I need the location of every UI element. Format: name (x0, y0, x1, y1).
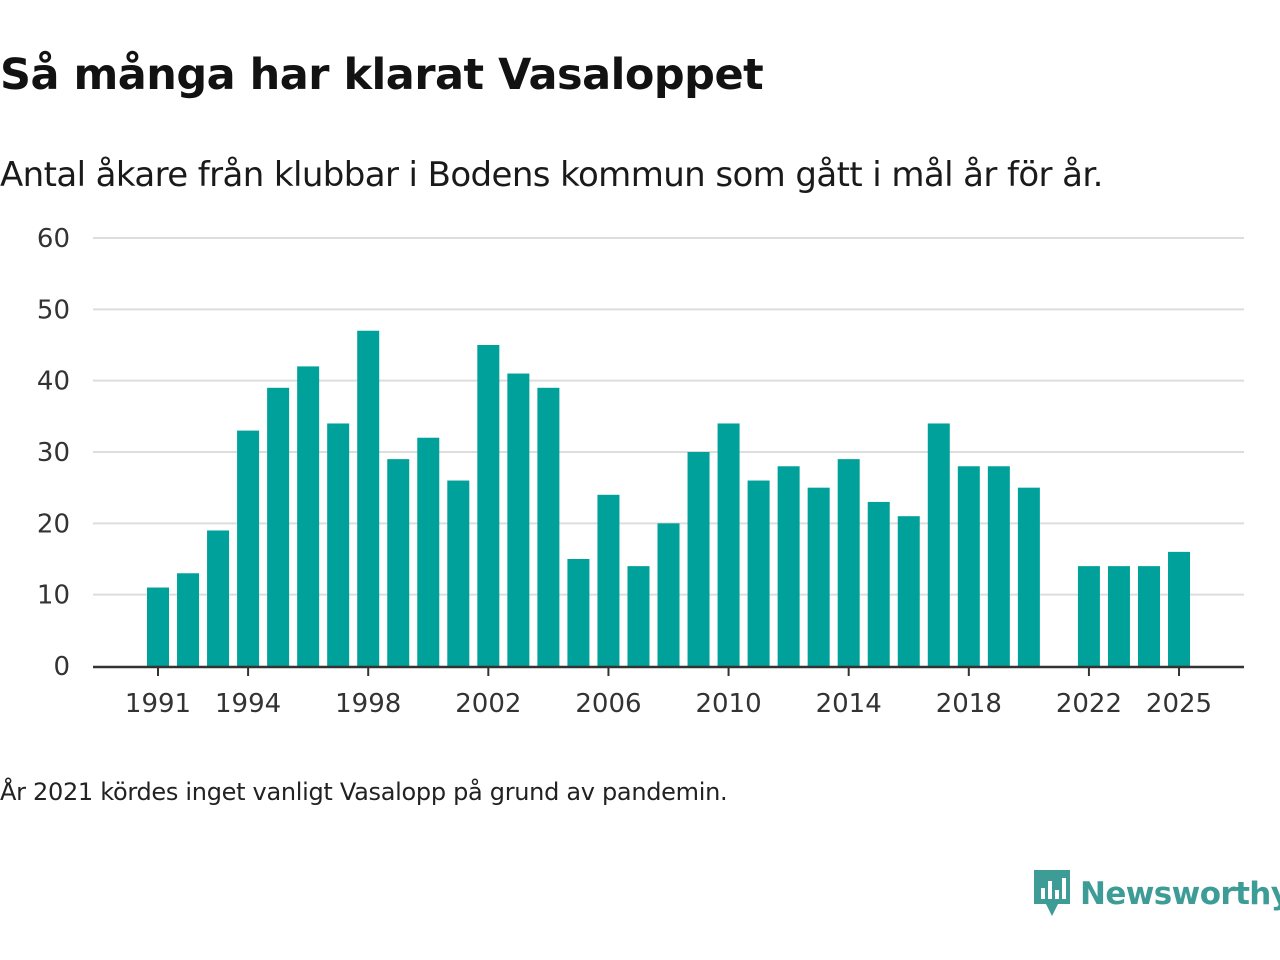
x-tick-label: 1998 (335, 689, 401, 719)
bar-2020 (1017, 487, 1040, 666)
bar-2018 (957, 466, 980, 666)
bar-2001 (447, 480, 470, 666)
bar-1998 (357, 330, 380, 666)
chart-title: Så många har klarat Vasaloppet (0, 50, 764, 100)
x-tick-label: 2014 (816, 689, 882, 719)
x-tick-label: 1994 (215, 689, 281, 719)
bar-2004 (537, 387, 560, 666)
x-tick-label: 2006 (575, 689, 641, 719)
bar-2019 (987, 466, 1010, 666)
bar-1996 (297, 366, 320, 666)
bar-1992 (177, 573, 200, 666)
bar-2024 (1137, 566, 1160, 666)
x-tick-label: 2025 (1146, 689, 1212, 719)
y-tick-label: 20 (37, 509, 70, 539)
bar-2016 (897, 516, 920, 666)
y-tick-label: 0 (53, 652, 70, 682)
bar-chart: 0 10 20 30 40 50 60 1991 1994 1998 2002 2006 2010 20… (37, 224, 1244, 719)
bar-2000 (417, 437, 440, 666)
newsworthy-brand[interactable]: Newsworthy (1032, 868, 1280, 920)
bar-2015 (867, 501, 890, 666)
newsworthy-logo-icon (1034, 870, 1070, 916)
bar-2011 (747, 480, 770, 666)
x-axis-ticks: 1991 1994 1998 2002 2006 2010 2014 2018 2022 2025 (125, 668, 1212, 719)
bar-2022 (1077, 566, 1100, 666)
bar-2014 (837, 459, 860, 666)
bar-2007 (627, 566, 650, 666)
bar-2002 (477, 345, 500, 666)
footnote: År 2021 kördes inget vanligt Vasalopp på… (0, 778, 728, 806)
bar-2006 (597, 494, 620, 666)
y-tick-label: 10 (37, 581, 70, 611)
y-tick-label: 60 (37, 224, 70, 254)
x-tick-label: 1991 (125, 689, 191, 719)
bar-1991 (147, 587, 169, 666)
bar-2003 (507, 373, 530, 666)
bar-2013 (807, 487, 830, 666)
y-axis-ticks: 0 10 20 30 40 50 60 (37, 224, 70, 682)
brand-name: Newsworthy (1080, 876, 1280, 912)
bar-2009 (687, 452, 710, 666)
bar-2025 (1168, 551, 1191, 666)
x-tick-label: 2002 (455, 689, 521, 719)
bar-2023 (1107, 566, 1130, 666)
chart-subtitle: Antal åkare från klubbar i Bodens kommun… (0, 155, 1103, 195)
bar-1997 (327, 423, 350, 666)
bar-1994 (237, 430, 260, 666)
y-tick-label: 40 (37, 367, 70, 397)
bar-1995 (267, 387, 290, 666)
bar-2017 (927, 423, 950, 666)
y-tick-label: 50 (37, 295, 70, 325)
bars (147, 330, 1191, 666)
bar-1993 (207, 530, 230, 666)
bar-2005 (567, 559, 590, 666)
x-tick-label: 2022 (1056, 689, 1122, 719)
bar-2008 (657, 523, 680, 666)
x-tick-label: 2018 (936, 689, 1002, 719)
bar-1999 (387, 459, 410, 666)
bar-2010 (717, 423, 740, 666)
x-tick-label: 2010 (695, 689, 761, 719)
y-tick-label: 30 (37, 438, 70, 468)
bar-2012 (777, 466, 800, 666)
